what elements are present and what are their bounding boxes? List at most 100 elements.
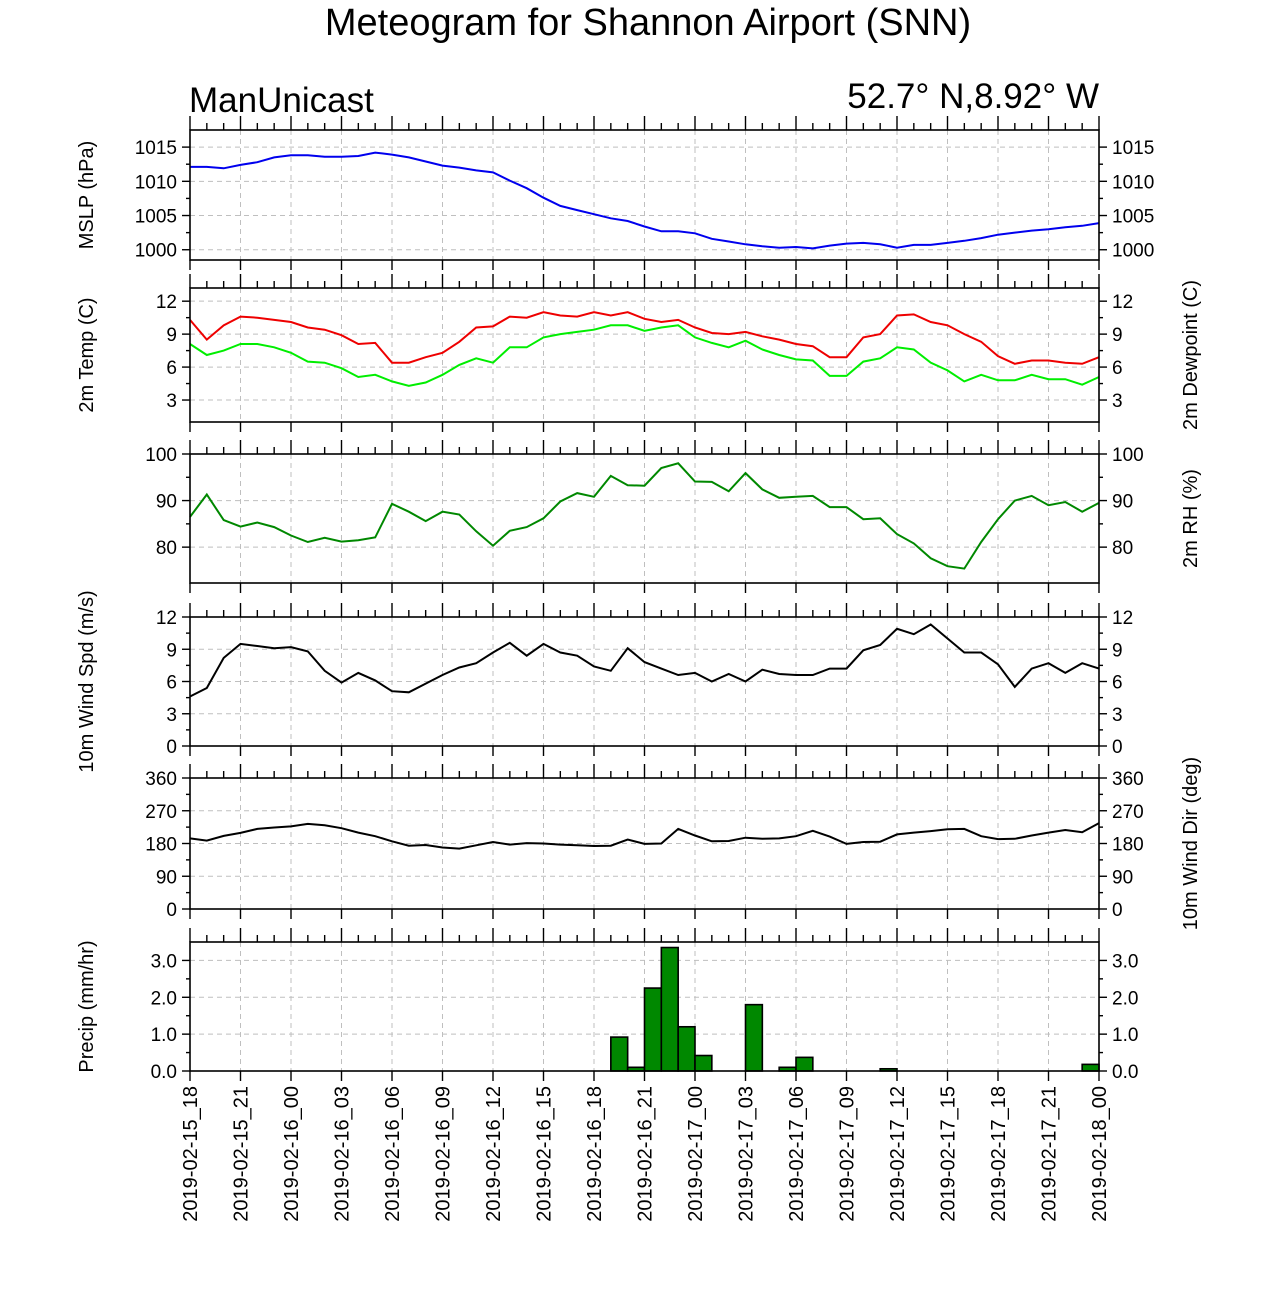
y-tick-label-right: 2.0 — [1112, 988, 1138, 1009]
y-tick-label-left: 9 — [166, 640, 177, 661]
x-tick-label: 2019-02-17_06 — [786, 1086, 808, 1222]
y-tick-label-left: 1000 — [135, 241, 177, 262]
y-tick-label-left: 6 — [166, 673, 177, 694]
y-tick-label-right: 3 — [1112, 705, 1123, 726]
y-tick-label-left: 9 — [166, 325, 177, 346]
wind-speed-panel: 0 0 3 3 6 6 9 9 12 12 10m Wind Spd (m/s) — [76, 590, 1133, 772]
panel-frame — [189, 453, 1100, 584]
y-axis-title-right: 2m RH (%) — [1180, 469, 1202, 568]
y-tick-label-right: 180 — [1112, 835, 1144, 856]
y-tick-label-right: 90 — [1112, 867, 1133, 888]
precip-bar — [677, 1025, 696, 1072]
y-tick-label-left: 3.0 — [151, 951, 177, 972]
precip-bar — [795, 1056, 814, 1072]
x-tick-label: 2019-02-15_21 — [231, 1086, 253, 1222]
y-tick-label-left: 0 — [166, 900, 177, 921]
y-tick-label-right: 80 — [1112, 538, 1133, 559]
y-axis-title-left: MSLP (hPa) — [76, 141, 98, 250]
wind-series-line — [189, 822, 1100, 850]
location-label: 52.7° N,8.92° W — [847, 77, 1099, 116]
x-tick-label: 2019-02-17_15 — [938, 1086, 960, 1222]
y-tick-label-right: 1010 — [1112, 172, 1154, 193]
x-tick-label: 2019-02-16_00 — [281, 1086, 303, 1222]
y-tick-label-right: 0 — [1112, 900, 1123, 921]
panel-frame — [189, 616, 1100, 747]
precip-bar — [660, 946, 679, 1072]
precip-panel: 0.0 0.0 1.0 1.0 2.0 2.0 3.0 3.0 Precip (mm/hr) — [76, 928, 1138, 1083]
y-tick-label-right: 12 — [1112, 292, 1133, 313]
y-tick-label-right: 1015 — [1112, 138, 1154, 159]
x-tick-label: 2019-02-15_18 — [180, 1086, 202, 1222]
y-tick-label-left: 3 — [166, 391, 177, 412]
wind-series-line — [189, 623, 1100, 698]
y-tick-label-right: 90 — [1112, 492, 1133, 513]
y-tick-label-right: 0.0 — [1112, 1062, 1138, 1083]
x-tick-label: 2019-02-17_12 — [887, 1086, 909, 1222]
x-tick-label: 2019-02-16_06 — [382, 1086, 404, 1222]
x-tick-label: 2019-02-18_00 — [1089, 1086, 1111, 1222]
x-tick-label: 2019-02-17_21 — [1039, 1086, 1061, 1222]
y-tick-label-right: 1005 — [1112, 207, 1154, 228]
y-tick-label-right: 270 — [1112, 802, 1144, 823]
precip-bar — [610, 1036, 629, 1072]
wind-dir-panel: 0 0 90 90 180 180 270 270 360 360 10m Wind Dir (de… — [145, 757, 1202, 930]
y-tick-label-right: 9 — [1112, 325, 1123, 346]
y-axis-title-right: 10m Wind Dir (deg) — [1180, 757, 1202, 930]
y-tick-label-right: 9 — [1112, 640, 1123, 661]
dewpoint-series-line — [189, 324, 1100, 387]
y-tick-label-left: 3 — [166, 705, 177, 726]
y-tick-label-right: 6 — [1112, 673, 1123, 694]
x-tick-label: 2019-02-16_18 — [584, 1086, 606, 1222]
precip-bar — [1081, 1063, 1100, 1072]
x-tick-label: 2019-02-16_15 — [534, 1086, 556, 1222]
y-tick-label-left: 1015 — [135, 138, 177, 159]
chart-title: Meteogram for Shannon Airport (SNN) — [325, 2, 971, 44]
x-tick-label: 2019-02-16_21 — [635, 1086, 657, 1222]
x-tick-label: 2019-02-17_03 — [736, 1086, 758, 1222]
y-tick-label-left: 90 — [156, 492, 177, 513]
precip-bar — [744, 1003, 764, 1072]
y-tick-label-left: 1005 — [135, 207, 177, 228]
y-tick-label-right: 6 — [1112, 358, 1123, 379]
panel-frame — [189, 287, 1100, 423]
panel-frame — [189, 129, 1100, 261]
temp-series-line — [189, 311, 1100, 365]
y-tick-label-right: 0 — [1112, 737, 1123, 758]
y-tick-label-left: 80 — [156, 538, 177, 559]
mslp-panel: 1000 1000 1005 1005 1010 1010 1015 1015 MSLP (hP… — [76, 116, 1154, 270]
precip-bar — [643, 987, 663, 1072]
y-tick-label-right: 1000 — [1112, 241, 1154, 262]
x-tick-label: 2019-02-16_12 — [483, 1086, 505, 1222]
panel-frame — [189, 777, 1100, 910]
y-tick-label-right: 3.0 — [1112, 951, 1138, 972]
y-axis-title-right: 2m Dewpoint (C) — [1180, 280, 1202, 430]
rh-panel: 80 80 90 90 100 100 2m RH (%) — [145, 440, 1202, 593]
y-tick-label-left: 100 — [145, 445, 177, 466]
y-tick-label-left: 2.0 — [151, 988, 177, 1009]
x-tick-label: 2019-02-17_00 — [685, 1086, 707, 1222]
y-tick-label-right: 360 — [1112, 769, 1144, 790]
y-tick-label-left: 0 — [166, 737, 177, 758]
y-tick-label-left: 270 — [145, 802, 177, 823]
y-tick-label-left: 12 — [156, 608, 177, 629]
x-tick-label: 2019-02-16_03 — [332, 1086, 354, 1222]
y-tick-label-left: 180 — [145, 835, 177, 856]
x-tick-label: 2019-02-16_09 — [433, 1086, 455, 1222]
precip-bar — [694, 1054, 713, 1072]
y-axis-title-left: Precip (mm/hr) — [76, 940, 98, 1072]
y-tick-label-left: 12 — [156, 292, 177, 313]
y-tick-label-left: 6 — [166, 358, 177, 379]
y-tick-label-left: 90 — [156, 867, 177, 888]
y-axis-title-left: 2m Temp (C) — [76, 297, 98, 412]
time-axis: 2019-02-15_18 2019-02-15_21 2019-02-16_00 2… — [180, 1086, 1111, 1222]
y-tick-label-right: 3 — [1112, 391, 1123, 412]
x-tick-label: 2019-02-17_18 — [988, 1086, 1010, 1222]
y-tick-label-right: 12 — [1112, 608, 1133, 629]
mslp-series-line — [190, 151, 1100, 250]
y-tick-label-left: 360 — [145, 769, 177, 790]
y-tick-label-right: 1.0 — [1112, 1025, 1138, 1046]
panel-frame — [189, 941, 1100, 1072]
model-label: ManUnicast — [189, 81, 374, 120]
